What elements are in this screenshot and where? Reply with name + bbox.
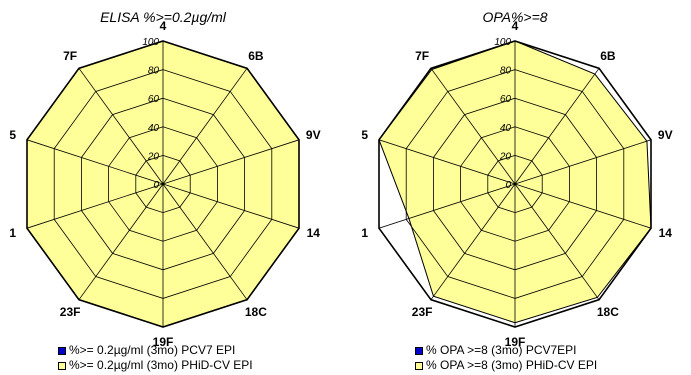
chart-title-elisa: ELISA %>=0.2µg/ml xyxy=(100,9,227,25)
category-label-6B-opa: 6B xyxy=(600,49,616,63)
legend-item-left-phid: %>= 0.2µg/ml (3mo) PHiD-CV EPI xyxy=(58,358,253,373)
spoke-6B-elisa xyxy=(162,68,248,185)
category-label-5-elisa: 5 xyxy=(9,128,16,142)
category-label-7F-opa: 7F xyxy=(415,49,429,63)
legend-item-right-phid: % OPA >=8 (3mo) PHiD-CV EPI xyxy=(415,358,597,373)
category-label-19F-opa: 19F xyxy=(505,335,526,349)
category-label-14-opa: 14 xyxy=(659,226,673,240)
category-label-19F-elisa: 19F xyxy=(153,335,174,349)
spoke-14-elisa xyxy=(162,183,300,229)
legend-right: % OPA >=8 (3mo) PCV7EPI % OPA >=8 (3mo) … xyxy=(415,343,597,373)
category-label-4-elisa: 4 xyxy=(160,19,167,33)
chart-title-opa: OPA%>=8 xyxy=(482,9,547,25)
legend-item-left-pcv7: %>= 0.2µg/ml (3mo) PCV7 EPI xyxy=(58,343,253,358)
legend-label-left-phid: %>= 0.2µg/ml (3mo) PHiD-CV EPI xyxy=(69,358,253,372)
radial-tick-80-opa: 80 xyxy=(500,66,512,77)
legend-item-right-pcv7: % OPA >=8 (3mo) PCV7EPI xyxy=(415,343,597,358)
series-phid-outline-opa xyxy=(378,40,652,328)
category-label-18C-elisa: 18C xyxy=(245,305,267,319)
category-label-23F-elisa: 23F xyxy=(60,305,81,319)
spoke-6B-opa xyxy=(514,68,600,185)
legend-swatch-right-phid xyxy=(415,361,423,370)
legend-swatch-left-phid xyxy=(58,361,66,370)
legend-label-left-pcv7: %>= 0.2µg/ml (3mo) PCV7 EPI xyxy=(69,343,236,357)
spoke-9V-elisa xyxy=(162,139,300,185)
radial-tick-100-elisa: 100 xyxy=(142,37,159,48)
category-label-9V-opa: 9V xyxy=(658,128,673,142)
legend-left: %>= 0.2µg/ml (3mo) PCV7 EPI %>= 0.2µg/ml… xyxy=(58,343,253,373)
radial-tick-80-elisa: 80 xyxy=(148,66,160,77)
spoke-9V-opa xyxy=(514,139,652,185)
radial-tick-20-elisa: 20 xyxy=(147,151,160,162)
radial-tick-60-elisa: 60 xyxy=(148,94,160,105)
category-label-5-opa: 5 xyxy=(361,128,368,142)
spoke-18C-elisa xyxy=(162,183,248,300)
radial-tick-40-opa: 40 xyxy=(500,123,512,134)
radial-tick-100-opa: 100 xyxy=(494,37,511,48)
radial-tick-0-elisa: 0 xyxy=(153,180,159,191)
spoke-7F-elisa xyxy=(78,68,164,185)
spoke-5-opa xyxy=(378,139,516,185)
radial-tick-0-opa: 0 xyxy=(505,180,511,191)
spoke-23F-opa xyxy=(430,183,516,300)
spoke-1-opa xyxy=(378,183,516,229)
category-label-4-opa: 4 xyxy=(512,19,519,33)
legend-label-right-pcv7: % OPA >=8 (3mo) PCV7EPI xyxy=(426,343,577,357)
category-label-6B-elisa: 6B xyxy=(248,49,264,63)
category-label-1-elisa: 1 xyxy=(9,226,16,240)
radial-tick-20-opa: 20 xyxy=(499,151,512,162)
legend-swatch-right-pcv7 xyxy=(415,346,423,355)
spoke-14-opa xyxy=(514,183,652,229)
spoke-18C-opa xyxy=(514,183,600,300)
series-phid-outline-elisa xyxy=(26,40,300,328)
category-label-1-opa: 1 xyxy=(361,226,368,240)
category-label-14-elisa: 14 xyxy=(307,226,321,240)
radial-tick-60-opa: 60 xyxy=(500,94,512,105)
spoke-7F-opa xyxy=(430,68,516,185)
category-label-18C-opa: 18C xyxy=(597,305,619,319)
category-label-9V-elisa: 9V xyxy=(306,128,321,142)
radial-tick-40-elisa: 40 xyxy=(148,123,160,134)
legend-label-right-phid: % OPA >=8 (3mo) PHiD-CV EPI xyxy=(426,358,598,372)
spoke-1-elisa xyxy=(26,183,164,229)
category-label-7F-elisa: 7F xyxy=(63,49,77,63)
category-label-23F-opa: 23F xyxy=(412,305,433,319)
spoke-5-elisa xyxy=(26,139,164,185)
legend-swatch-left-pcv7 xyxy=(58,346,66,355)
spoke-23F-elisa xyxy=(78,183,164,300)
